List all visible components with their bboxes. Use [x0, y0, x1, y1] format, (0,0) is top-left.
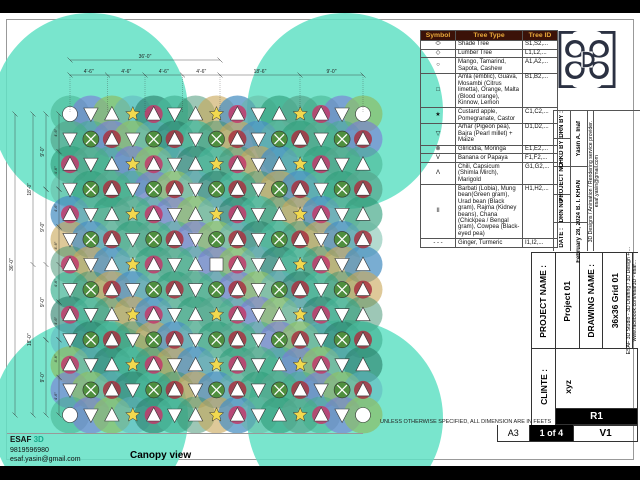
svg-text:4'-6": 4'-6" [53, 166, 58, 175]
svg-text:18'-0": 18'-0" [27, 183, 33, 196]
svg-text:4'-6": 4'-6" [196, 69, 206, 75]
svg-text:4'-6": 4'-6" [53, 204, 58, 213]
svg-text:4'-6": 4'-6" [159, 69, 169, 75]
svg-text:9'-0": 9'-0" [40, 146, 46, 156]
svg-text:9'-0": 9'-0" [40, 372, 46, 382]
svg-text:4'-6": 4'-6" [53, 241, 58, 250]
svg-text:9'-0": 9'-0" [40, 297, 46, 307]
svg-text:4'-6": 4'-6" [84, 69, 94, 75]
svg-text:4'-6": 4'-6" [53, 392, 58, 401]
svg-text:4'-6": 4'-6" [53, 279, 58, 288]
svg-text:4'-6": 4'-6" [53, 354, 58, 363]
svg-text:4'-6": 4'-6" [121, 69, 131, 75]
svg-text:36'-0": 36'-0" [139, 54, 152, 60]
svg-text:9'-0": 9'-0" [40, 222, 46, 232]
svg-text:18'-0": 18'-0" [27, 333, 33, 346]
svg-text:9'-0": 9'-0" [327, 69, 337, 75]
svg-text:36'-0": 36'-0" [9, 258, 15, 271]
svg-text:4'-6": 4'-6" [53, 128, 58, 137]
svg-text:18'-6": 18'-6" [254, 69, 267, 75]
svg-text:4'-6": 4'-6" [53, 316, 58, 325]
